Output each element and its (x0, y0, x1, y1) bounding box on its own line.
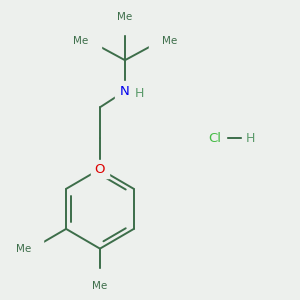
Text: N: N (119, 85, 129, 98)
Text: O: O (95, 163, 105, 176)
Text: Me: Me (162, 36, 177, 46)
Text: Me: Me (92, 281, 108, 291)
Text: Me: Me (117, 12, 133, 22)
Text: H: H (134, 87, 144, 100)
Text: Me: Me (16, 244, 31, 254)
Text: Cl: Cl (208, 132, 221, 145)
Text: H: H (245, 132, 255, 145)
Text: Me: Me (73, 36, 88, 46)
